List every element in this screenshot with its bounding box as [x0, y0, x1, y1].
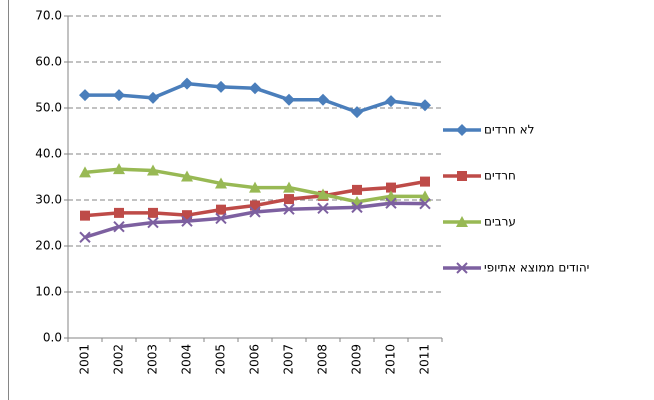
marker — [317, 188, 329, 200]
marker — [215, 212, 227, 225]
marker — [385, 95, 397, 108]
y-tick-label: 70.0 — [35, 9, 62, 23]
marker — [283, 181, 295, 193]
x-tick-label: 2007 — [282, 344, 296, 375]
marker — [147, 91, 159, 104]
marker — [249, 181, 261, 193]
y-tick-label: 10.0 — [35, 285, 62, 299]
marker — [386, 182, 396, 193]
legend-label: חרדים — [484, 169, 516, 183]
marker — [317, 202, 329, 214]
marker — [283, 93, 295, 106]
marker — [351, 201, 363, 214]
marker — [182, 210, 192, 221]
y-tick-label: 50.0 — [35, 101, 62, 115]
marker — [79, 166, 91, 178]
marker — [113, 163, 125, 175]
marker — [419, 197, 431, 210]
marker — [283, 203, 295, 215]
marker — [79, 89, 91, 102]
x-tick-label: 2004 — [180, 344, 194, 375]
marker — [250, 200, 260, 211]
marker — [385, 197, 397, 209]
marker — [249, 82, 261, 95]
x-tick-label: 2011 — [418, 344, 432, 375]
x-tick-label: 2009 — [350, 344, 364, 375]
legend-label: יהודים ממוצא אתיופי — [484, 261, 589, 275]
marker — [419, 190, 431, 202]
y-tick-label: 0.0 — [43, 331, 62, 345]
marker — [147, 216, 159, 229]
x-tick-label: 2002 — [112, 344, 126, 375]
y-tick-label: 30.0 — [35, 193, 62, 207]
y-tick-label: 20.0 — [35, 239, 62, 253]
marker — [457, 171, 467, 181]
marker — [284, 194, 294, 205]
marker — [456, 262, 468, 274]
marker — [351, 106, 363, 119]
x-tick-label: 2006 — [248, 344, 262, 375]
marker — [216, 204, 226, 215]
marker — [113, 220, 125, 233]
x-tick-label: 2003 — [146, 344, 160, 375]
marker — [181, 215, 193, 227]
legend-label: לא חרדים — [484, 123, 534, 137]
marker — [419, 99, 431, 112]
marker — [181, 170, 193, 182]
marker — [456, 216, 468, 227]
marker — [114, 207, 124, 218]
marker — [113, 89, 125, 102]
marker — [352, 184, 362, 195]
y-tick-label: 40.0 — [35, 147, 62, 161]
y-tick-label: 60.0 — [35, 55, 62, 69]
marker — [215, 177, 227, 189]
marker — [420, 176, 430, 187]
marker — [317, 93, 329, 106]
marker — [385, 190, 397, 202]
chart-frame — [8, 0, 9, 400]
marker — [148, 207, 158, 218]
x-tick-label: 2001 — [78, 344, 92, 375]
marker — [79, 231, 91, 243]
legend-label: ערבים — [484, 215, 516, 229]
x-tick-label: 2008 — [316, 344, 330, 375]
x-tick-label: 2005 — [214, 344, 228, 375]
marker — [456, 124, 468, 136]
marker — [249, 206, 261, 218]
marker — [181, 77, 193, 90]
marker — [215, 80, 227, 93]
x-tick-label: 2010 — [384, 344, 398, 375]
marker — [80, 210, 90, 221]
marker — [147, 164, 159, 176]
